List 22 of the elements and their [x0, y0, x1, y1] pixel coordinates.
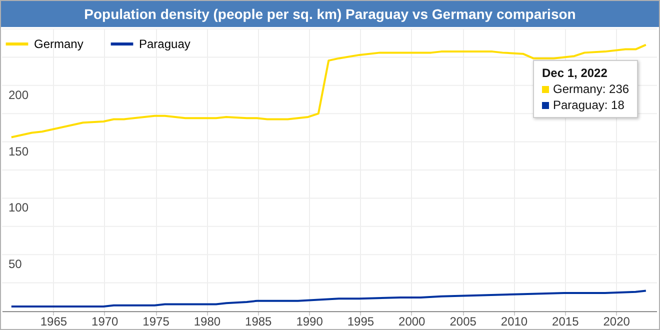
- x-tick-label: 1985: [245, 314, 272, 328]
- y-tick-label: 50: [8, 257, 22, 272]
- x-tick-label: 1995: [347, 314, 374, 328]
- x-tick-label: 2015: [552, 314, 580, 328]
- annotation: Paraguay: 18: [552, 97, 626, 113]
- y-tick-label: 100: [8, 200, 29, 215]
- legend-label: Germany: [34, 37, 84, 51]
- y-tick-label: 150: [8, 144, 29, 158]
- x-tick-label: 1975: [142, 314, 170, 328]
- x-tick-label: 2020: [603, 314, 630, 328]
- x-tick-label: 1990: [296, 314, 324, 328]
- x-tick-label: 2000: [398, 314, 426, 328]
- chart-title: Population density (people per sq. km) Paraguay vs Germany comparison: [1, 1, 659, 27]
- annotation: Germany: 236: [552, 81, 630, 97]
- x-tick-label: 1970: [92, 314, 119, 328]
- x-tick-label: 2010: [500, 314, 528, 328]
- y-tick-label: 200: [8, 88, 29, 102]
- x-tick-label: 1980: [194, 314, 221, 328]
- x-tick-label: 2005: [450, 314, 477, 328]
- annotation: Dec 1, 2022: [542, 65, 608, 81]
- x-tick-label: 1965: [40, 314, 68, 328]
- legend-label: Paraguay: [139, 37, 190, 51]
